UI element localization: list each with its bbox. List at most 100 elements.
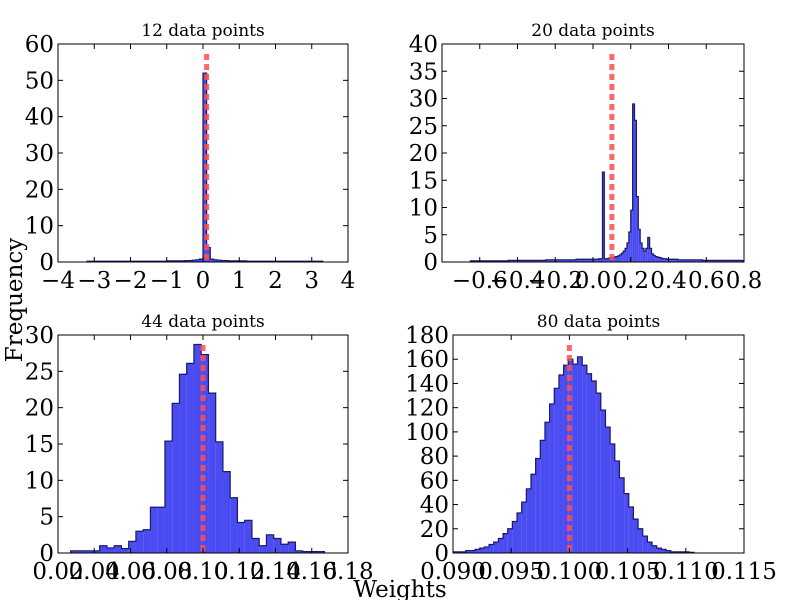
histogram-bar [566,259,569,262]
x-tick-label: 0.10 [177,559,228,585]
histogram-bar [782,261,784,262]
histogram-bars-4 [453,356,695,553]
x-tick-label: 0.18 [322,559,373,585]
histogram-bar [559,259,561,262]
histogram-bar [677,259,680,262]
y-tick-label: 60 [420,468,449,494]
x-tick-label: −3 [77,268,111,294]
x-tick-label: 0.14 [250,559,301,585]
histogram-bar [562,259,565,262]
histogram-bar [715,260,718,262]
histogram-bar [259,545,267,553]
histogram-bar [706,260,709,262]
histogram-bar [586,373,592,553]
histogram-bar [128,541,136,553]
histogram-bar [150,507,158,553]
histogram-bar [563,365,569,553]
x-tick-label: 0.100 [536,559,602,585]
histogram-bar [77,550,86,553]
histogram-bar [763,261,765,262]
histogram-bar [526,488,531,553]
histogram-bar [215,441,223,553]
y-tick-label: 35 [409,59,438,85]
histogram-bar [638,229,641,262]
histogram-bar [532,260,535,262]
histogram-bar [540,440,545,553]
histogram-bar [689,259,692,262]
histogram-bar [542,260,544,262]
histogram-bar [670,259,673,262]
histogram-bar [672,259,675,262]
x-tick-label: 0.8 [726,268,763,294]
histogram-bar [702,260,705,262]
subplot-title: 12 data points [141,21,264,41]
histogram-bar [545,259,548,262]
y-tick-label: 160 [405,347,449,373]
y-tick-label: 0 [434,541,449,567]
histogram-bar [664,258,667,262]
histogram-bar [786,261,788,262]
histogram-bar [789,261,791,262]
histogram-bar [554,388,559,553]
histogram-bar [479,548,485,553]
x-tick-label: 0.110 [653,559,719,585]
histogram-bar [273,538,281,553]
histogram-bar [642,536,648,553]
histogram-bar [585,259,588,262]
subplot-3: 0.020.040.060.080.100.120.140.160.18 0 5 10… [25,312,374,585]
histogram-bar [596,259,599,262]
histogram-bar [625,248,627,262]
histogram-bar [696,259,699,262]
subplot-title: 80 data points [537,312,660,332]
histogram-bar [683,259,686,262]
x-tick-label: 0.06 [105,559,156,585]
histogram-bar [675,551,680,553]
x-tick-label: 0.04 [69,559,120,585]
histogram-bar [560,259,563,262]
histogram-bar [613,257,616,262]
histogram-bar [732,260,735,262]
x-tick-label: −0.4 [490,268,546,294]
histogram-bar [634,120,637,262]
x-tick-label: 0.095 [478,559,544,585]
y-tick-label: 80 [420,444,449,470]
histogram-bar [557,259,560,262]
histogram-bar [85,550,93,553]
histogram-bar [519,260,522,262]
y-tick-label: 5 [39,505,54,531]
histogram-bar [687,259,690,262]
x-tick-label: −0.2 [527,268,583,294]
histogram-bar [509,260,512,262]
histogram-bar [614,460,620,553]
subplot-4: 0.0900.0950.1000.1050.1100.1150204060801… [405,312,777,585]
x-tick-label: 0.12 [214,559,265,585]
x-tick-label: 0.16 [286,559,337,585]
histogram-bar [645,248,648,262]
histogram-bar [188,260,193,262]
y-tick-label: 60 [25,32,54,58]
x-tick-label: −0.6 [452,268,508,294]
subplot-2: −0.6−0.4−0.20.0 0.2 0.4 0.6 0.8 0510152025303… [409,21,791,294]
x-tick-label: 0.090 [420,559,486,585]
histogram-bar [727,260,729,262]
histogram-bar [600,258,603,262]
histogram-bar [761,261,763,262]
histogram-bar [759,261,761,262]
y-tick-label: 20 [420,517,449,543]
histogram-bar [517,260,520,262]
histogram-bar [628,232,631,262]
histogram-bar [740,260,743,262]
histogram-bar [656,548,662,553]
histogram-bar [512,521,518,553]
histogram-bar [558,374,564,553]
histogram-outline [453,356,695,553]
histogram-bar [581,259,584,262]
histogram-bar [572,364,578,553]
histogram-bar [465,550,471,553]
histogram-bar [547,259,550,262]
histogram-bar [746,261,748,262]
histogram-bar [594,259,597,262]
histogram-bar [470,550,476,553]
